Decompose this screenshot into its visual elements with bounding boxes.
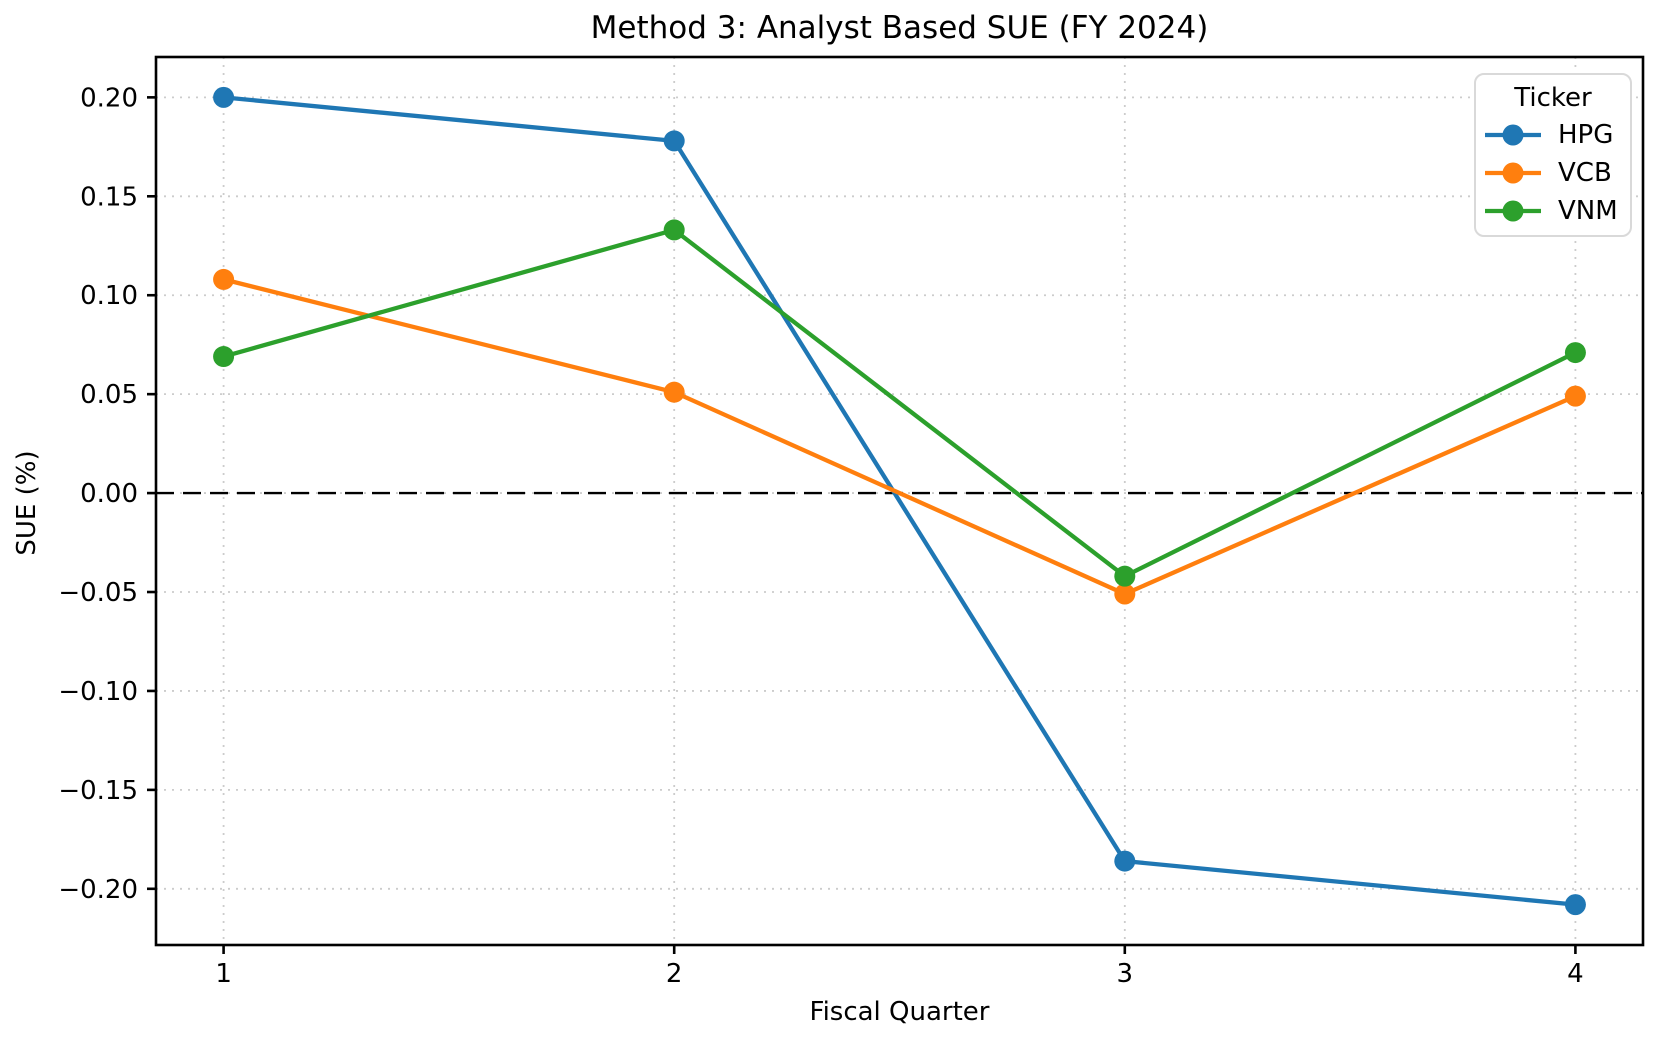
series-marker-hpg bbox=[213, 86, 235, 108]
series-marker-vcb bbox=[663, 381, 685, 403]
y-tick-label: −0.20 bbox=[58, 875, 138, 905]
series-line-hpg bbox=[221, 95, 1578, 907]
series-line-vnm bbox=[221, 227, 1578, 579]
legend-label-vnm: VNM bbox=[1558, 196, 1618, 226]
x-tick-label: 4 bbox=[1567, 959, 1584, 989]
legend-sample-vcb bbox=[1483, 161, 1543, 185]
legend: Ticker HPG VCB VNM bbox=[1474, 73, 1632, 237]
series-marker-vcb bbox=[1114, 583, 1136, 605]
series-line-vcb bbox=[221, 277, 1578, 597]
series-marker-hpg bbox=[663, 130, 685, 152]
x-axis-label: Fiscal Quarter bbox=[809, 997, 990, 1027]
y-tick-label: −0.15 bbox=[58, 776, 138, 806]
y-tick-label: 0.10 bbox=[80, 281, 138, 311]
y-tick-label: −0.05 bbox=[58, 578, 138, 608]
legend-sample-vnm bbox=[1483, 199, 1543, 223]
y-tick-label: 0.00 bbox=[80, 479, 138, 509]
y-tick-label: 0.05 bbox=[80, 380, 138, 410]
legend-title: Ticker bbox=[1514, 83, 1592, 113]
legend-item-hpg: HPG bbox=[1476, 116, 1630, 154]
series-marker-hpg bbox=[1114, 850, 1136, 872]
x-tick-label: 3 bbox=[1117, 959, 1134, 989]
axes-frame bbox=[154, 55, 1645, 947]
series-marker-vnm bbox=[663, 219, 685, 241]
y-tick-label: −0.10 bbox=[58, 677, 138, 707]
legend-item-vnm: VNM bbox=[1476, 192, 1630, 230]
legend-item-vcb: VCB bbox=[1476, 154, 1630, 192]
legend-label-vcb: VCB bbox=[1558, 158, 1612, 188]
series-marker-vnm bbox=[1564, 342, 1586, 364]
series-marker-hpg bbox=[1564, 894, 1586, 916]
series-marker-vnm bbox=[1114, 565, 1136, 587]
y-axis-label: SUE (%) bbox=[12, 450, 42, 556]
series-marker-vnm bbox=[213, 346, 235, 368]
series-marker-vcb bbox=[1564, 385, 1586, 407]
y-tick-label: 0.20 bbox=[80, 83, 138, 113]
x-tick-label: 1 bbox=[215, 959, 232, 989]
legend-sample-hpg bbox=[1483, 123, 1543, 147]
legend-label-hpg: HPG bbox=[1558, 120, 1614, 150]
series-marker-vcb bbox=[213, 268, 235, 290]
legend-rows: HPG VCB VNM bbox=[1476, 116, 1630, 230]
y-tick-label: 0.15 bbox=[80, 182, 138, 212]
chart-title: Method 3: Analyst Based SUE (FY 2024) bbox=[590, 10, 1209, 46]
x-tick-label: 2 bbox=[666, 959, 683, 989]
